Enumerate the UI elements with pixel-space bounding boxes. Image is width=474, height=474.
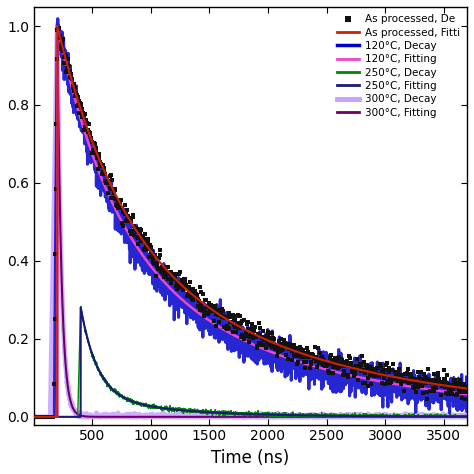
Legend: As processed, De, As processed, Fitti, 120°C, Decay, 120°C, Fitting, 250°C, Deca: As processed, De, As processed, Fitti, 1… — [335, 12, 462, 119]
X-axis label: Time (ns): Time (ns) — [211, 449, 290, 467]
